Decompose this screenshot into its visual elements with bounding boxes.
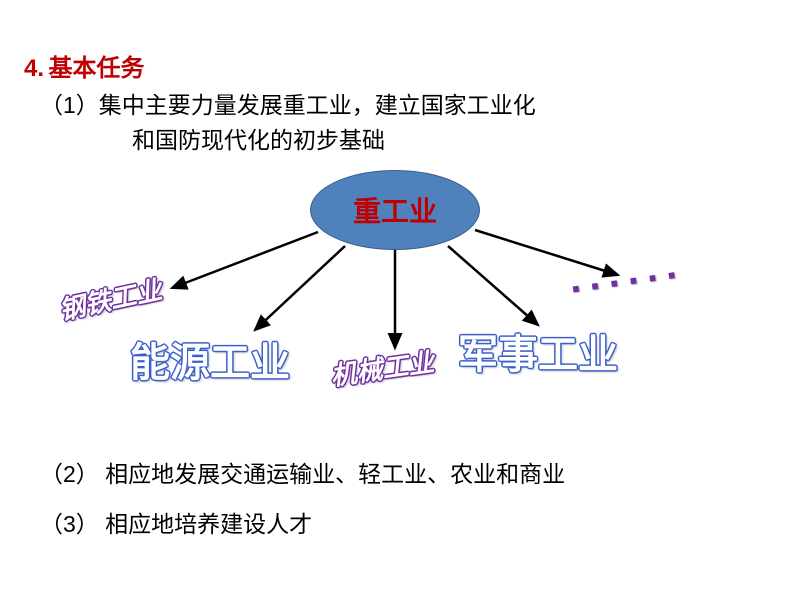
center-node-label: 重工业 (353, 190, 437, 230)
item-2: （2） 相应地发展交通运输业、轻工业、农业和商业 (40, 455, 565, 489)
item-1-line1: 集中主要力量发展重工业，建立国家工业化 (99, 92, 536, 118)
item-3-text: 相应地培养建设人才 (99, 511, 312, 537)
section-number: 4. (24, 55, 44, 82)
branch-dots: ······ (567, 252, 688, 313)
branch-energy-label: 能源工业 (130, 330, 290, 388)
section-title: 基本任务 (48, 55, 144, 82)
item-2-number: （2） (40, 461, 99, 487)
item-3: （3） 相应地培养建设人才 (40, 505, 312, 539)
branch-military-label: 军事工业 (458, 322, 618, 380)
item-1-line2: 和国防现代化的初步基础 (132, 127, 385, 153)
center-node: 重工业 (310, 170, 480, 250)
section-heading: 4. 基本任务 (24, 48, 144, 83)
item-2-text: 相应地发展交通运输业、轻工业、农业和商业 (99, 461, 565, 487)
item-1-number: （1） (40, 92, 99, 118)
branch-machinery-label: 机械工业 (328, 342, 436, 393)
item-1: （1）集中主要力量发展重工业，建立国家工业化 和国防现代化的初步基础 (40, 88, 536, 157)
item-3-number: （3） (40, 511, 99, 537)
branch-steel-label: 钢铁工业 (55, 270, 164, 328)
